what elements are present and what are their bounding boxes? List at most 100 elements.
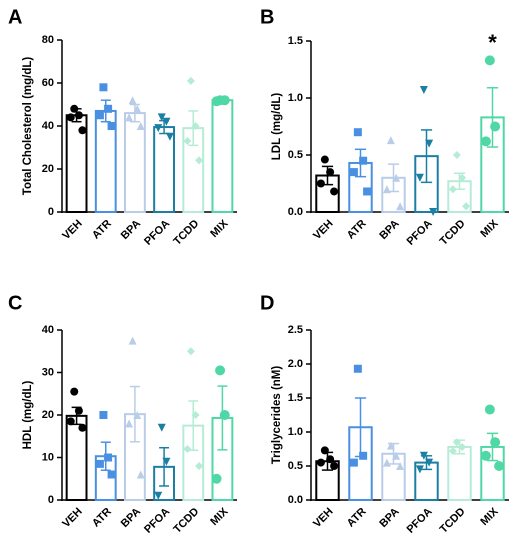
data-point <box>320 446 329 455</box>
data-point <box>154 124 163 133</box>
data-point <box>195 156 204 165</box>
x-tick-label: ATR <box>345 506 369 530</box>
x-tick-label: TCDD <box>171 218 201 248</box>
x-tick-label: BPA <box>119 218 143 242</box>
data-point <box>191 122 200 130</box>
data-point <box>359 156 368 165</box>
data-point <box>195 462 204 470</box>
x-tick-label: VEH <box>60 506 85 531</box>
x-tick-label: BPA <box>377 218 401 242</box>
x-tick-label: ATR <box>90 506 114 530</box>
data-point <box>316 458 325 467</box>
data-point <box>183 445 192 453</box>
data-point <box>74 406 83 415</box>
panel-label: D <box>260 292 274 314</box>
data-point <box>154 491 163 500</box>
y-tick-label: 1.5 <box>288 35 303 47</box>
data-point <box>415 465 424 474</box>
panel-label: A <box>8 6 22 28</box>
x-tick-label: VEH <box>60 218 85 243</box>
data-point <box>452 151 461 159</box>
data-point <box>136 122 145 130</box>
x-tick-label: BPA <box>119 506 143 530</box>
y-tick-label: 1.5 <box>288 392 303 404</box>
annotation: * <box>488 30 497 55</box>
x-tick-label: TCDD <box>171 506 201 536</box>
y-axis-label: HDL (mg/dL) <box>22 380 34 449</box>
y-tick-label: 0 <box>48 494 54 506</box>
x-tick-label: ATR <box>345 218 369 242</box>
data-point <box>382 458 391 467</box>
data-point <box>104 104 113 113</box>
data-point <box>186 76 195 85</box>
y-tick-label: 2.0 <box>288 358 303 370</box>
data-point <box>448 447 457 456</box>
data-point <box>162 457 171 466</box>
data-point <box>157 423 166 432</box>
data-point <box>128 96 137 105</box>
data-point <box>316 179 325 188</box>
bar <box>211 99 234 213</box>
y-axis-label: LDL (mg/dL) <box>271 93 283 161</box>
x-tick-label: PFOA <box>405 506 435 536</box>
x-tick-label: PFOA <box>405 218 435 248</box>
data-point <box>330 462 339 470</box>
data-point <box>386 136 395 145</box>
y-tick-label: 0.5 <box>288 460 303 472</box>
x-tick-label: VEH <box>311 506 336 531</box>
data-point <box>125 419 134 428</box>
data-point <box>425 139 434 148</box>
data-point <box>419 86 428 95</box>
data-point <box>448 185 457 194</box>
data-point <box>219 95 230 106</box>
data-point <box>382 185 391 194</box>
data-point <box>162 117 171 126</box>
panel-label: B <box>260 6 274 28</box>
data-point <box>128 336 137 345</box>
data-point <box>99 83 108 92</box>
data-point <box>95 459 104 468</box>
data-point <box>392 451 401 460</box>
y-tick-label: 2.5 <box>288 324 303 336</box>
y-axis-label: Triglycerides (nM) <box>271 366 283 465</box>
x-tick-label: MIX <box>478 217 501 240</box>
data-point <box>419 451 428 460</box>
data-point <box>484 55 495 66</box>
panel-label: C <box>8 292 22 314</box>
data-point <box>70 104 79 113</box>
y-tick-label: 30 <box>42 366 54 378</box>
x-tick-label: ATR <box>90 218 114 242</box>
data-point <box>462 202 471 211</box>
data-point <box>104 453 113 462</box>
data-point <box>183 137 192 146</box>
y-tick-label: 0.0 <box>288 206 303 218</box>
data-point <box>191 411 200 419</box>
data-point <box>396 462 405 470</box>
y-tick-label: 20 <box>42 163 54 175</box>
y-tick-label: 40 <box>42 120 54 132</box>
data-point <box>326 168 335 177</box>
data-point <box>186 347 195 356</box>
y-axis-label: Total Cholesterol (mg/dL) <box>22 57 34 196</box>
data-point <box>74 111 83 120</box>
data-point <box>66 113 75 122</box>
data-point <box>78 126 87 135</box>
data-point <box>490 437 501 448</box>
y-tick-label: 20 <box>42 409 54 421</box>
data-point <box>133 411 142 419</box>
data-point <box>349 458 358 467</box>
data-point <box>353 128 362 137</box>
data-point <box>490 121 501 132</box>
x-tick-label: MIX <box>478 505 501 528</box>
data-point <box>125 113 134 122</box>
x-tick-label: TCDD <box>438 218 468 248</box>
y-tick-label: 0 <box>48 206 54 218</box>
y-tick-label: 40 <box>42 324 54 336</box>
data-point <box>70 387 79 396</box>
data-point <box>480 136 491 147</box>
data-point <box>99 411 108 419</box>
x-tick-label: PFOA <box>142 218 172 248</box>
x-tick-label: VEH <box>311 218 336 243</box>
data-point <box>66 417 75 426</box>
y-tick-label: 1.0 <box>288 92 303 104</box>
